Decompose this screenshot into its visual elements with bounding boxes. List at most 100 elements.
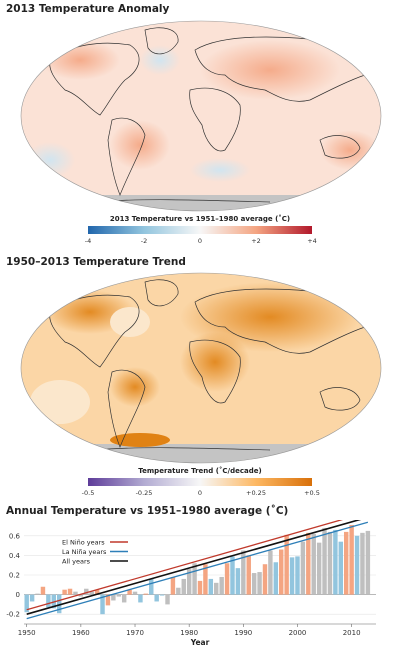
temperature-bar (295, 556, 300, 595)
trend-line (26, 520, 362, 615)
temperature-bar (56, 594, 62, 614)
x-tick-label: 1990 (234, 629, 252, 637)
temperature-bar (73, 591, 78, 595)
x-tick-label: 2010 (343, 629, 361, 637)
annual-temperature-chart: -0.2 0 0.2 0.4 0.6 1950 1960 1970 1980 1990 2000 20… (6, 520, 376, 647)
temperature-bar (67, 588, 73, 595)
temperature-bar (349, 525, 354, 595)
temperature-bar (78, 594, 84, 597)
anomaly-map-svg (20, 20, 382, 212)
temperature-bar (24, 594, 29, 613)
temperature-bar (273, 562, 279, 595)
temperature-bar (197, 580, 203, 595)
temperature-bar (316, 542, 322, 595)
temperature-bar (176, 587, 181, 595)
temperature-bar (165, 594, 170, 605)
x-tick-label: 1950 (18, 629, 36, 637)
trend-colorbar-tick: -0.5 (81, 489, 95, 497)
temperature-bar (208, 578, 214, 595)
legend-label: El Niño years (62, 539, 105, 547)
anomaly-colorbar-tick: -4 (84, 237, 92, 245)
temperature-bar (100, 594, 105, 615)
temperature-bar (132, 591, 138, 595)
temperature-bar (138, 594, 143, 603)
chart-title: Annual Temperature vs 1951–1980 average … (6, 505, 289, 517)
temperature-bar (127, 589, 132, 595)
temperature-bar (111, 594, 116, 601)
temperature-bar (84, 588, 89, 595)
chart-trendlines (26, 520, 369, 620)
y-tick-label: 0.6 (9, 532, 21, 540)
temperature-trend-map (20, 272, 382, 464)
anomaly-colorbar-tick: 0 (197, 237, 203, 245)
y-tick-label: -0.2 (6, 611, 20, 619)
trend-colorbar-tick: +0.5 (304, 489, 320, 497)
anomaly-colorbar-title: 2013 Temperature vs 1951–1980 average (˚… (109, 215, 291, 223)
trend-colorbar-tick: +0.25 (246, 489, 266, 497)
trend-colorbar (88, 478, 312, 486)
temperature-bar (246, 555, 251, 595)
temperature-bar (116, 594, 121, 597)
temperature-bar (257, 572, 262, 595)
temperature-bar (306, 532, 311, 595)
temperature-bar (46, 594, 51, 608)
chart-bars (24, 525, 371, 615)
y-tick-label: 0 (16, 591, 20, 599)
temperature-bar (235, 568, 241, 595)
temperature-bar (262, 564, 268, 595)
temperature-bar (214, 582, 219, 595)
temperature-bar (29, 594, 35, 602)
temperature-bar (94, 589, 100, 595)
temperature-bar (149, 578, 154, 595)
temperature-bar (343, 531, 349, 595)
temperature-bar (360, 532, 365, 595)
temperature-bar (224, 563, 230, 595)
anomaly-colorbar-tick: -2 (140, 237, 148, 245)
map1-title: 2013 Temperature Anomaly (6, 3, 170, 15)
temperature-bar (289, 557, 295, 595)
trend-map-svg (20, 272, 382, 464)
anomaly-colorbar-tick: +2 (251, 237, 261, 245)
temperature-anomaly-map (20, 20, 382, 212)
temperature-bar (89, 591, 94, 595)
temperature-bar (192, 563, 197, 595)
x-axis-label: Year (190, 638, 210, 647)
temperature-bar (230, 556, 235, 595)
temperature-bar (40, 586, 46, 595)
temperature-bar (181, 578, 186, 595)
y-tick-label: 0.4 (9, 552, 21, 560)
temperature-bar (159, 594, 165, 596)
temperature-bar (300, 541, 306, 595)
temperature-bar (284, 534, 289, 595)
trend-line (26, 521, 369, 620)
temperature-bar (105, 594, 111, 606)
temperature-bar (170, 576, 176, 595)
map2-title: 1950–2013 Temperature Trend (6, 256, 186, 268)
temperature-bar (333, 529, 338, 595)
temperature-bar (311, 533, 316, 595)
temperature-bar (219, 576, 224, 595)
temperature-bar (186, 569, 192, 595)
legend-label: La Niña years (62, 548, 107, 556)
temperature-bar (35, 593, 40, 595)
legend-label: All years (62, 558, 91, 566)
temperature-bar (279, 549, 284, 595)
temperature-bar (154, 594, 159, 602)
temperature-bar (322, 527, 327, 595)
temperature-bar (354, 535, 360, 595)
temperature-bar (327, 531, 333, 595)
temperature-bar (365, 530, 371, 595)
trend-colorbar-tick: 0 (197, 489, 203, 497)
temperature-bar (121, 594, 127, 603)
y-tick-label: 0.2 (9, 572, 20, 580)
temperature-bar (338, 541, 344, 595)
temperature-bar (241, 550, 246, 595)
anomaly-colorbar (88, 226, 312, 234)
x-tick-label: 2000 (289, 629, 307, 637)
trend-line (26, 520, 344, 611)
temperature-bar (268, 550, 273, 595)
x-tick-label: 1970 (126, 629, 144, 637)
temperature-bar (251, 573, 257, 595)
trend-colorbar-title: Temperature Trend (˚C/decade) (138, 467, 262, 475)
